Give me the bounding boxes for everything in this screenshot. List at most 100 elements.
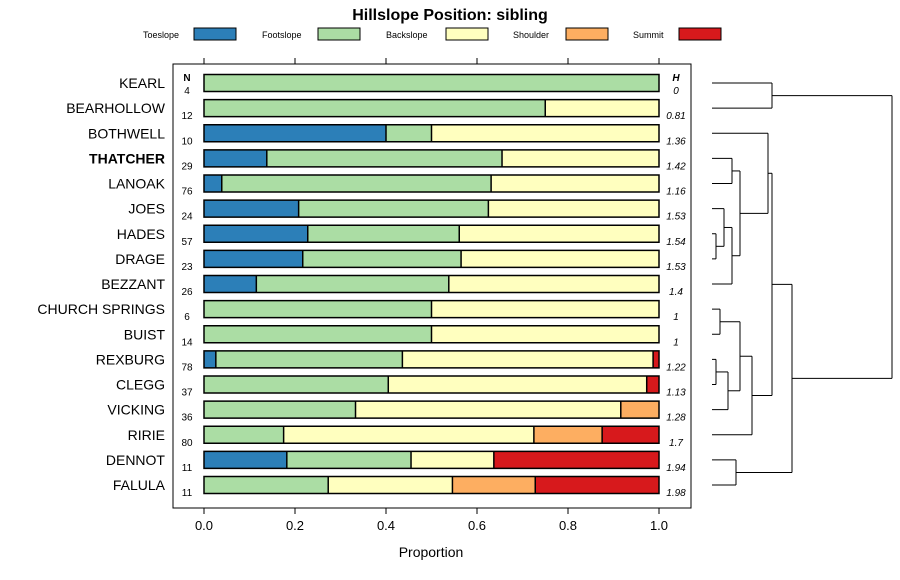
bar-outline-buist <box>203 325 660 344</box>
row-n-lanoak: 76 <box>181 187 193 198</box>
bar-hades-backslope <box>459 225 659 243</box>
bar-outline-thatcher <box>203 149 660 168</box>
row-h-church-springs: 1 <box>673 312 679 323</box>
row-h-bearhollow: 0.81 <box>666 111 685 122</box>
row-h-ririe: 1.7 <box>669 438 683 449</box>
bar-outline-rexburg <box>203 350 660 369</box>
bar-outline-drage <box>203 249 660 269</box>
bar-outline-clegg <box>203 375 660 394</box>
bar-outline-vicking <box>203 400 660 419</box>
row-h-bothwell: 1.36 <box>666 136 686 147</box>
bar-joes-backslope <box>488 200 659 218</box>
bar-lanoak-backslope <box>491 175 659 192</box>
row-h-kearl: 0 <box>673 86 679 97</box>
bar-church-springs-backslope <box>431 300 659 318</box>
bar-church-springs-footslope <box>204 300 432 318</box>
x-tick-label: 0.4 <box>377 518 395 533</box>
row-h-vicking: 1.28 <box>666 413 686 424</box>
row-label-joes: JOES <box>128 201 165 217</box>
bar-hades-toeslope <box>204 225 308 243</box>
row-n-drage: 23 <box>181 262 193 273</box>
legend-swatch-shoulder <box>565 27 609 41</box>
row-label-falula: FALULA <box>113 477 166 493</box>
bar-ririe-summit <box>602 426 659 444</box>
row-n-buist: 14 <box>181 337 193 348</box>
x-tick-label: 1.0 <box>650 518 668 533</box>
row-label-buist: BUIST <box>124 326 166 342</box>
bar-kearl-footslope <box>204 74 659 92</box>
bar-clegg-backslope <box>388 376 647 393</box>
chart-title: Hillslope Position: sibling <box>352 7 548 24</box>
bar-ririe-footslope <box>204 426 284 444</box>
legend-swatch-backslope <box>445 27 489 41</box>
x-axis: 0.0 0.2 0.4 0.6 0.8 1.0 <box>195 58 668 533</box>
row-h-falula: 1.98 <box>666 488 686 499</box>
bar-rexburg-summit <box>653 350 659 368</box>
bar-bothwell-backslope <box>431 124 659 142</box>
row-h-lanoak: 1.16 <box>666 187 686 198</box>
row-n-church-springs: 6 <box>184 312 190 323</box>
bar-joes-toeslope <box>204 200 299 218</box>
dendrogram <box>712 82 893 486</box>
bar-falula-footslope <box>204 476 329 494</box>
row-h-drage: 1.53 <box>666 262 686 273</box>
row-label-lanoak: LANOAK <box>108 176 165 192</box>
row-h-thatcher: 1.42 <box>666 161 686 172</box>
bar-drage-toeslope <box>204 250 303 268</box>
bar-outline-church-springs <box>203 299 660 319</box>
bar-dennot-backslope <box>411 451 494 469</box>
bar-outline-falula <box>203 475 660 495</box>
bar-bothwell-toeslope <box>204 124 386 142</box>
row-label-dennot: DENNOT <box>106 452 166 468</box>
row-n-rexburg: 78 <box>181 362 193 373</box>
bar-rexburg-toeslope <box>204 350 216 368</box>
bar-bearhollow-backslope <box>545 99 659 117</box>
x-tick-label: 0.6 <box>468 518 486 533</box>
row-label-kearl: KEARL <box>119 75 165 91</box>
bar-lanoak-toeslope <box>204 175 222 192</box>
legend: Toeslope Footslope Backslope Shoulder Summit <box>143 27 722 41</box>
row-h-hades: 1.54 <box>666 237 686 248</box>
legend-label-backslope: Backslope <box>386 30 428 40</box>
row-h-joes: 1.53 <box>666 212 686 223</box>
row-label-ririe: RIRIE <box>128 427 165 443</box>
plot-frame <box>172 63 692 509</box>
bar-rexburg-backslope <box>402 350 654 368</box>
legend-label-summit: Summit <box>633 30 664 40</box>
bar-bezzant-footslope <box>256 275 449 293</box>
x-tick-label: 0.0 <box>195 518 213 533</box>
row-label-vicking: VICKING <box>107 402 165 418</box>
row-n-kearl: 4 <box>184 86 190 97</box>
row-n-joes: 24 <box>181 212 193 223</box>
legend-label-toeslope: Toeslope <box>143 30 179 40</box>
row-h-clegg: 1.13 <box>666 388 686 399</box>
row-label-drage: DRAGE <box>115 251 165 267</box>
legend-swatch-footslope <box>317 27 361 41</box>
legend-swatch-summit <box>678 27 722 41</box>
row-label-bezzant: BEZZANT <box>101 276 165 292</box>
bar-outline-lanoak <box>203 174 660 193</box>
row-h-dennot: 1.94 <box>666 463 686 474</box>
row-n-bezzant: 26 <box>181 287 193 298</box>
bar-vicking-shoulder <box>620 401 659 419</box>
bar-outline-joes <box>203 199 660 218</box>
bar-outline-bearhollow <box>203 98 660 118</box>
bar-bothwell-footslope <box>386 124 432 142</box>
bar-outline-dennot <box>203 450 660 470</box>
row-label-clegg: CLEGG <box>116 377 165 393</box>
bar-vicking-footslope <box>204 401 356 419</box>
bar-thatcher-backslope <box>502 149 659 167</box>
bar-drage-backslope <box>461 250 659 268</box>
bar-rexburg-footslope <box>215 350 403 368</box>
row-n-hades: 57 <box>181 237 193 248</box>
row-h-rexburg: 1.22 <box>666 362 686 373</box>
bar-bezzant-toeslope <box>204 275 257 293</box>
bar-outline-bezzant <box>203 274 660 294</box>
bar-thatcher-footslope <box>266 149 503 167</box>
bar-clegg-footslope <box>204 376 389 393</box>
x-axis-label: Proportion <box>399 544 464 560</box>
row-label-bothwell: BOTHWELL <box>88 125 165 141</box>
bar-dennot-toeslope <box>204 451 287 469</box>
bar-outline-bothwell <box>203 124 660 143</box>
